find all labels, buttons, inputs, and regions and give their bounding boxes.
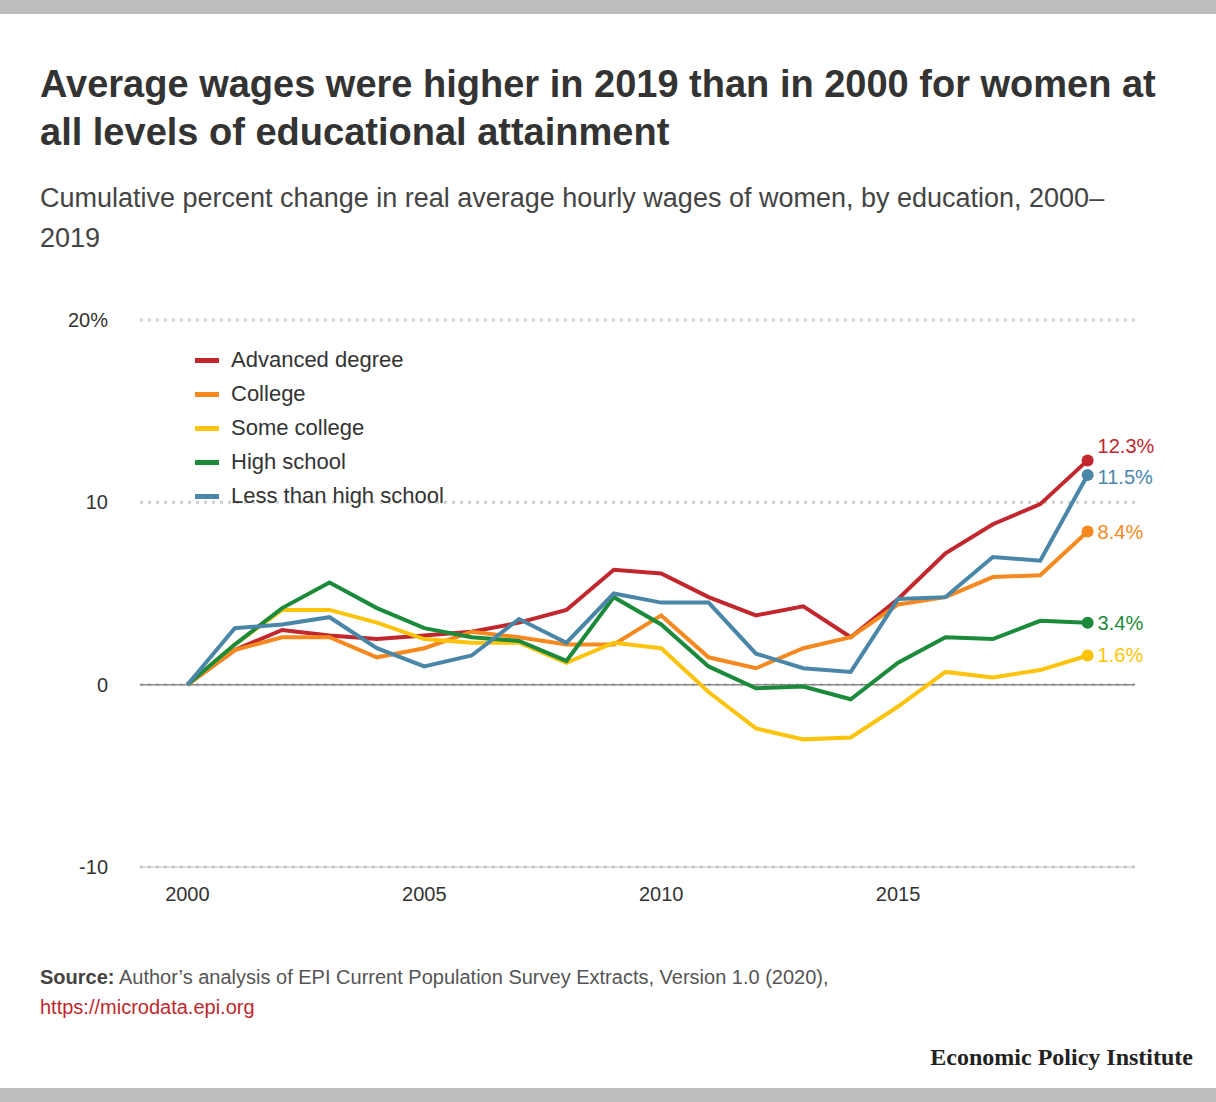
svg-text:-10: -10 [79,856,108,878]
svg-text:8.4%: 8.4% [1098,521,1144,543]
html-text:College: College [231,381,306,406]
svg-text:2010: 2010 [639,883,684,905]
html-text:Source: Author’s analysis of E: Source: Author’s analysis of EPI Current… [40,966,829,988]
html-text:Some college: Some college [231,415,365,440]
html-text:Cumulative percent change in r: Cumulative percent change in real averag… [40,183,1105,253]
svg-text:10: 10 [86,491,108,513]
svg-text:2000: 2000 [165,883,210,905]
svg-text:1.6%: 1.6% [1098,644,1144,666]
html-text:Economic Policy Institute: Economic Policy Institute [930,1044,1193,1070]
html-text:Less than high school: Less than high school [231,483,444,508]
html-text:Average wages were higher in 2: Average wages were higher in 2019 than i… [40,63,1156,153]
html-text:High school: High school [231,449,346,474]
svg-text:20%: 20% [68,309,108,331]
svg-text:3.4%: 3.4% [1098,612,1144,634]
html-text:Advanced degree: Advanced degree [231,347,404,372]
html-text:https://microdata.epi.org: https://microdata.epi.org [40,996,255,1018]
svg-text:11.5%: 11.5% [1098,466,1153,488]
svg-text:2015: 2015 [876,883,921,905]
svg-text:12.3%: 12.3% [1098,435,1155,457]
svg-text:0: 0 [97,674,108,696]
svg-text:2005: 2005 [402,883,447,905]
